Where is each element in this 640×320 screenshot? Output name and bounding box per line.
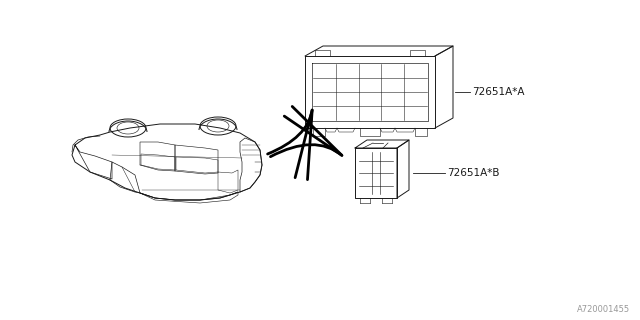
Text: A720001455: A720001455	[577, 305, 630, 314]
Text: 72651A*B: 72651A*B	[447, 168, 499, 178]
Text: 72651A*A: 72651A*A	[472, 87, 525, 97]
